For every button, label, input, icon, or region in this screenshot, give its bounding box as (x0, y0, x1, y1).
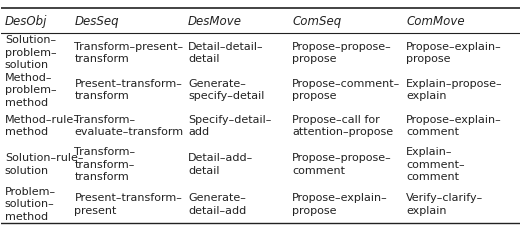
Text: Present–transform–
present: Present–transform– present (74, 192, 182, 215)
Text: Solution–rule–
solution: Solution–rule– solution (5, 153, 83, 175)
Text: Specify–detail–
add: Specify–detail– add (188, 114, 271, 137)
Text: Detail–add–
detail: Detail–add– detail (188, 153, 253, 175)
Text: Explain–propose–
explain: Explain–propose– explain (406, 78, 503, 101)
Text: Detail–detail–
detail: Detail–detail– detail (188, 42, 263, 64)
Text: Propose–comment–
propose: Propose–comment– propose (292, 78, 400, 101)
Text: DesSeq: DesSeq (74, 15, 119, 28)
Text: Solution–
problem–
solution: Solution– problem– solution (5, 35, 56, 70)
Text: Method–rule–
method: Method–rule– method (5, 114, 80, 137)
Text: Propose–propose–
propose: Propose–propose– propose (292, 42, 392, 64)
Text: ComSeq: ComSeq (292, 15, 342, 28)
Text: Explain–
comment–
comment: Explain– comment– comment (406, 146, 465, 181)
Text: Transform–present–
transform: Transform–present– transform (74, 42, 184, 64)
Text: Propose–explain–
propose: Propose–explain– propose (406, 42, 502, 64)
Text: Generate–
detail–add: Generate– detail–add (188, 192, 246, 215)
Text: Generate–
specify–detail: Generate– specify–detail (188, 78, 265, 101)
Text: Problem–
solution–
method: Problem– solution– method (5, 186, 56, 221)
Text: Method–
problem–
method: Method– problem– method (5, 72, 56, 107)
Text: Present–transform–
transform: Present–transform– transform (74, 78, 182, 101)
Text: Propose–explain–
propose: Propose–explain– propose (292, 192, 388, 215)
Text: ComMove: ComMove (406, 15, 465, 28)
Text: Transform–
evaluate–transform: Transform– evaluate–transform (74, 114, 184, 137)
Text: Propose–call for
attention–propose: Propose–call for attention–propose (292, 114, 393, 137)
Text: Verify–clarify–
explain: Verify–clarify– explain (406, 192, 483, 215)
Text: DesObj: DesObj (5, 15, 47, 28)
Text: DesMove: DesMove (188, 15, 242, 28)
Text: Propose–propose–
comment: Propose–propose– comment (292, 153, 392, 175)
Text: Transform–
transform–
transform: Transform– transform– transform (74, 146, 136, 181)
Text: Propose–explain–
comment: Propose–explain– comment (406, 114, 502, 137)
